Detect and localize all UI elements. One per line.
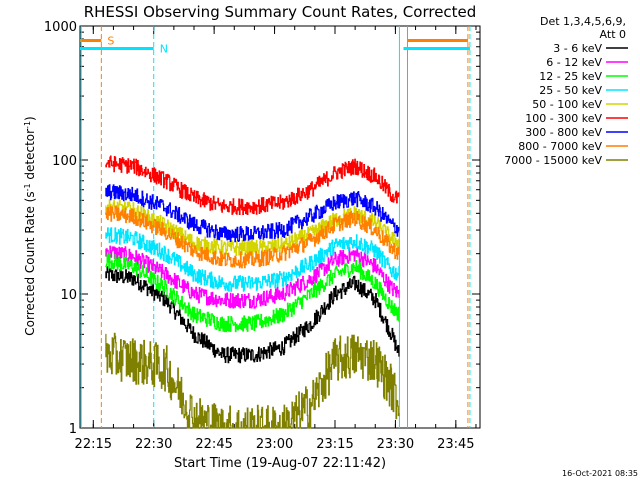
- x-tick-label: 22:45: [195, 437, 232, 452]
- legend-label: 25 - 50 keV: [539, 84, 602, 97]
- legend-label: 12 - 25 keV: [539, 70, 602, 83]
- series-line: [105, 253, 400, 333]
- y-axis-label-mid: detector: [23, 129, 37, 184]
- series-line: [105, 155, 400, 215]
- legend-label: 7000 - 15000 keV: [504, 154, 602, 167]
- series-line: [105, 227, 400, 292]
- marker-label: N: [160, 42, 168, 55]
- legend-label: 100 - 300 keV: [525, 112, 602, 125]
- x-tick-label: 23:00: [256, 437, 293, 452]
- y-axis-label: Corrected Count Rate (s-1 detector-1): [23, 116, 38, 335]
- x-tick-label: 23:30: [377, 437, 414, 452]
- y-tick-label: 10: [60, 288, 77, 303]
- x-tick-label: 22:15: [75, 437, 112, 452]
- y-tick-label: 100: [52, 154, 77, 169]
- legend-header: Det 1,3,4,5,6,9,: [540, 15, 626, 28]
- x-axis-label: Start Time (19-Aug-07 22:11:42): [174, 456, 386, 471]
- series-line: [105, 184, 400, 243]
- series-line: [105, 332, 400, 429]
- legend-label: 300 - 800 keV: [525, 126, 602, 139]
- legend-label: 800 - 7000 keV: [518, 140, 602, 153]
- marker-label: S: [107, 34, 114, 47]
- legend-label: 6 - 12 keV: [546, 56, 602, 69]
- y-tick-label: 1000: [44, 20, 77, 35]
- x-tick-label: 22:30: [135, 437, 172, 452]
- y-axis-label-sup2: -1: [23, 121, 32, 129]
- series-line: [105, 205, 400, 269]
- plot-area: 1 10 100 1000 22:15 22:30 22:45 23:00 23:15 23:30…: [44, 20, 481, 452]
- legend-label: 50 - 100 keV: [532, 98, 602, 111]
- chart-title: RHESSI Observing Summary Count Rates, Co…: [84, 3, 477, 21]
- y-axis-label-sup1: -1: [23, 183, 32, 191]
- x-tick-label: 23:15: [316, 437, 353, 452]
- series-line: [105, 266, 400, 364]
- legend-label: 3 - 6 keV: [553, 42, 602, 55]
- y-tick-label: 1: [69, 422, 77, 437]
- x-tick-label: 23:45: [437, 437, 474, 452]
- y-axis-label-main: Corrected Count Rate (s: [23, 191, 37, 335]
- series-line: [105, 245, 400, 309]
- footer-timestamp: 16-Oct-2021 08:35: [562, 469, 638, 478]
- y-axis-label-end: ): [23, 116, 37, 121]
- legend-header: Att 0: [600, 28, 626, 41]
